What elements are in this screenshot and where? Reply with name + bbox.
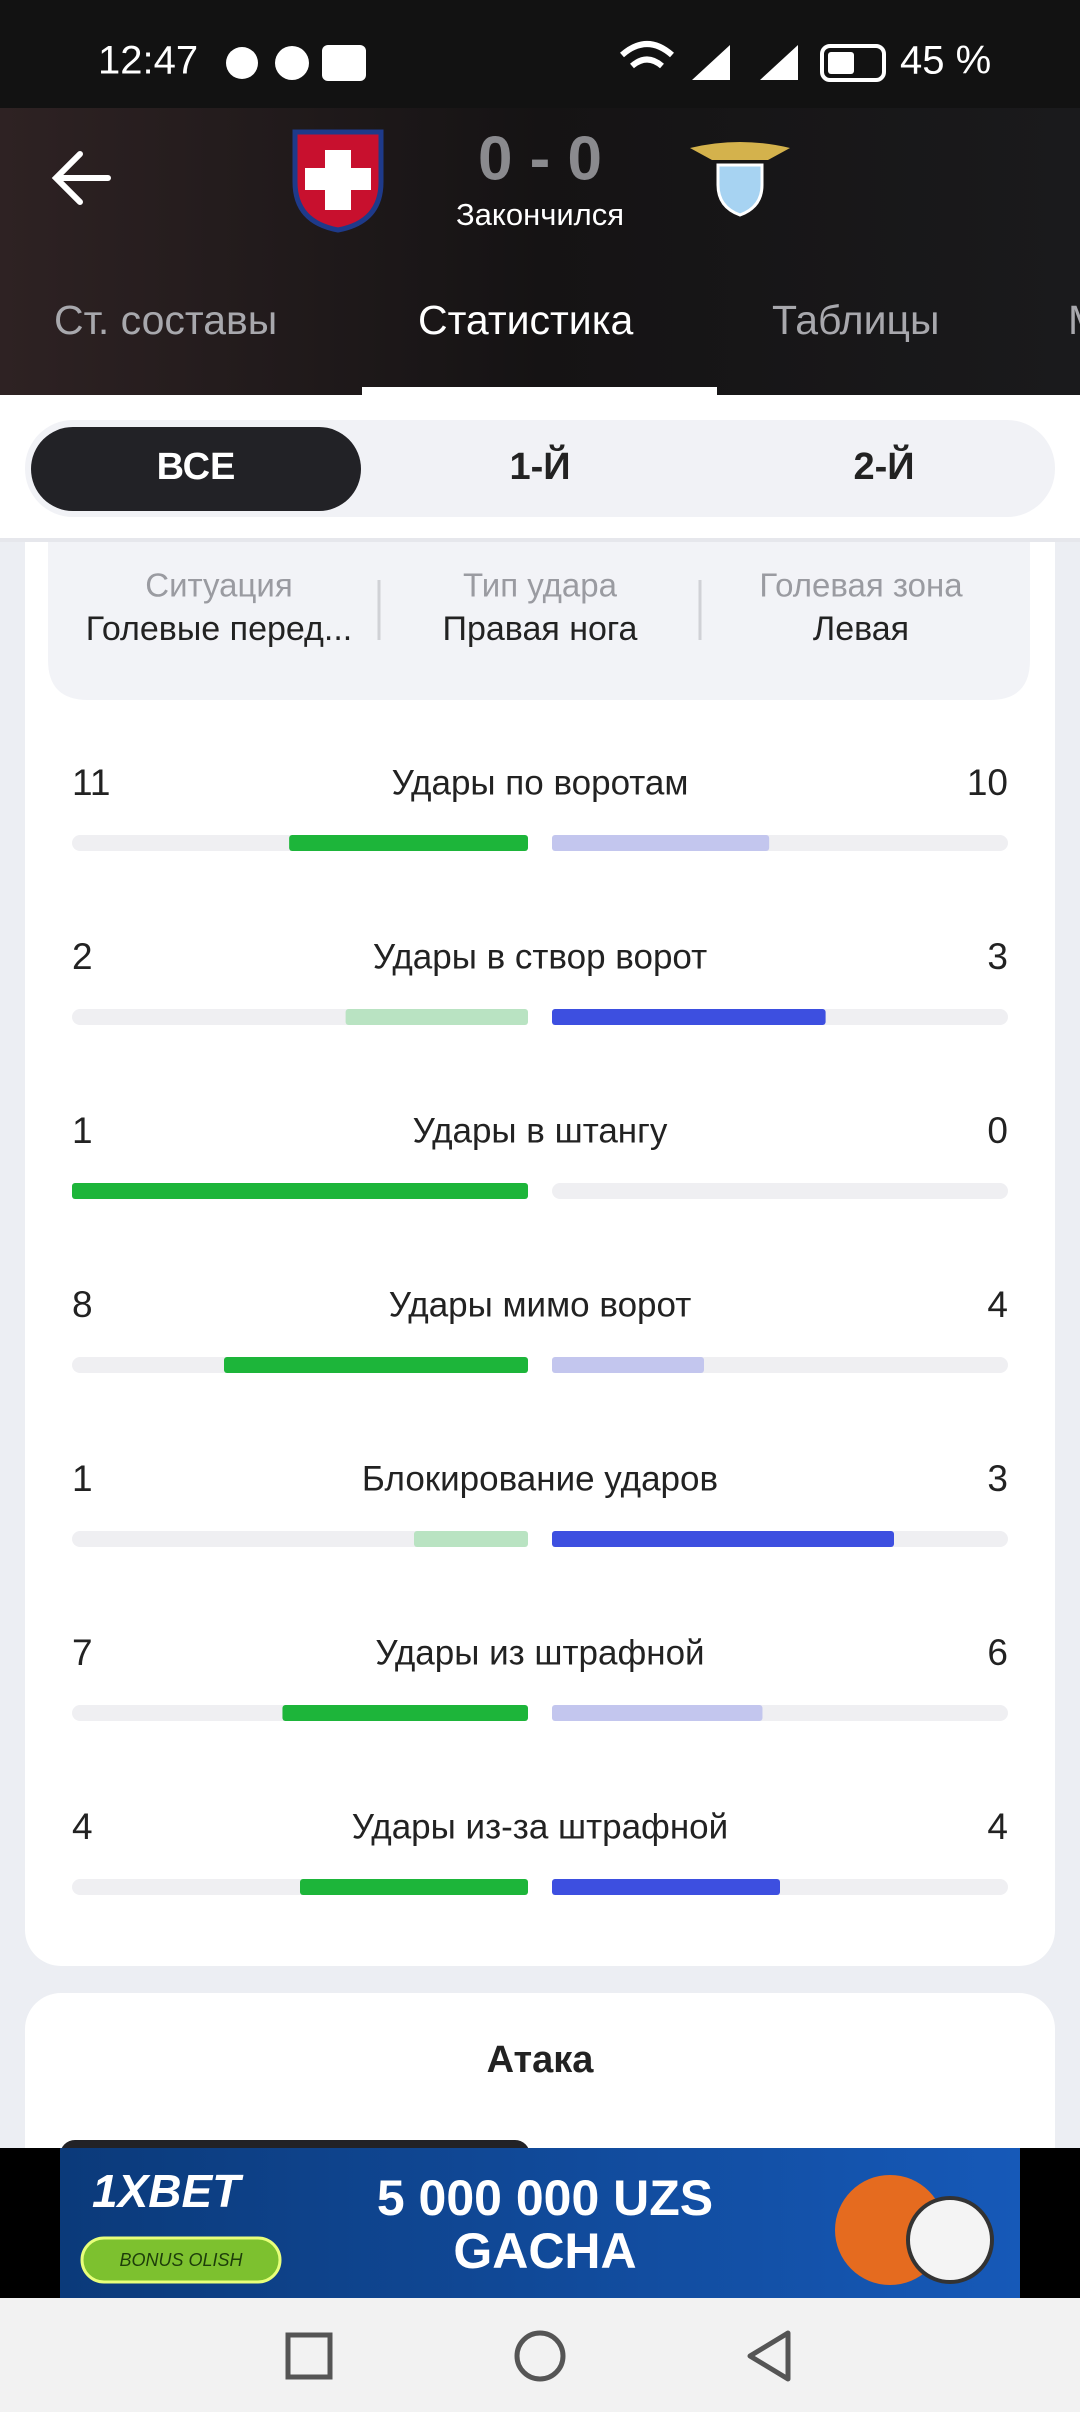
filter-value[interactable]: Голевые перед...: [86, 610, 352, 648]
stat-name: Блокирование ударов: [362, 1459, 718, 1498]
stat-name: Удары в штангу: [413, 1111, 668, 1150]
ad-brand: 1XBET: [92, 2165, 244, 2217]
stat-home: 4: [72, 1806, 93, 1847]
stats-list: 11 Удары по воротам 102 Удары в створ ворот…: [72, 762, 1008, 1895]
tabs: Ст. составы Статистика Таблицы М: [54, 297, 1080, 343]
status-bar: [0, 0, 1080, 108]
stat-name: Удары по воротам: [392, 763, 689, 802]
stat-home: 8: [72, 1284, 93, 1325]
filter-label[interactable]: Голевая зона: [759, 567, 963, 604]
bar-track: [552, 1183, 1008, 1199]
stat-name: Удары из штрафной: [375, 1633, 704, 1672]
tab[interactable]: М: [1068, 297, 1080, 343]
stat-away: 4: [987, 1284, 1008, 1325]
stat-home: 1: [72, 1458, 93, 1499]
home-bar: [282, 1705, 528, 1721]
away-bar: [552, 1879, 780, 1895]
filters: Ситуация Голевые перед... Тип удара Правая …: [86, 567, 963, 648]
tab[interactable]: Таблицы: [772, 297, 939, 343]
divider: [0, 538, 1080, 542]
stat-home: 7: [72, 1632, 93, 1673]
away-bar: [552, 1531, 894, 1547]
home-bar: [414, 1531, 528, 1547]
tab-indicator: [362, 387, 717, 395]
ad-line: 5 000 000 UZS: [377, 2170, 713, 2226]
away-bar: [552, 1357, 704, 1373]
home-bar: [289, 835, 528, 851]
app-icon: [275, 46, 309, 80]
home-bar: [345, 1009, 528, 1025]
app-icon: [322, 45, 366, 81]
filter-value[interactable]: Левая: [813, 610, 909, 648]
nav-bar: [0, 2298, 1080, 2412]
back-button[interactable]: [51, 151, 111, 205]
home-bar: [224, 1357, 528, 1373]
wifi-icon: [620, 41, 674, 69]
signal-icon: [692, 45, 730, 80]
away-logo: [716, 163, 764, 217]
nav-recent[interactable]: [285, 2332, 333, 2380]
battery-text: 45 %: [900, 39, 991, 83]
ad-image: [906, 2196, 994, 2284]
score: 0 - 0: [478, 124, 602, 193]
stat-name: Удары из-за штрафной: [352, 1807, 728, 1846]
section-title: Атака: [487, 2039, 595, 2081]
filter-label[interactable]: Ситуация: [145, 567, 292, 604]
ad-button-text: BONUS OLISH: [119, 2250, 243, 2270]
ad-line: GACHA: [453, 2223, 636, 2279]
away-bar: [552, 1009, 826, 1025]
match-status: Закончился: [456, 197, 624, 232]
stat-home: 1: [72, 1110, 93, 1151]
ad-button[interactable]: [80, 2236, 282, 2284]
tab[interactable]: Ст. составы: [54, 297, 277, 343]
period-active: [31, 427, 361, 511]
stat-home: 11: [72, 762, 110, 803]
signal-icon: [760, 45, 798, 80]
tab[interactable]: Статистика: [418, 297, 634, 343]
period[interactable]: ВСЕ: [157, 446, 236, 488]
stat-home: 2: [72, 936, 93, 977]
nav-back[interactable]: [747, 2330, 791, 2382]
battery-icon: [820, 44, 886, 82]
periods: ВСЕ 1-Й 2-Й: [157, 443, 915, 488]
stat-away: 10: [967, 762, 1008, 803]
clock: 12:47: [98, 39, 198, 83]
stat-away: 3: [987, 936, 1008, 977]
stat-away: 0: [987, 1110, 1008, 1151]
stat-name: Удары в створ ворот: [373, 937, 707, 976]
period[interactable]: 1-Й: [509, 443, 570, 488]
home-bar: [72, 1183, 528, 1199]
stat-away: 3: [987, 1458, 1008, 1499]
filter-value[interactable]: Правая нога: [443, 610, 638, 648]
nav-home[interactable]: [514, 2330, 566, 2382]
stats-card: [25, 395, 1055, 1966]
home-bar: [300, 1879, 528, 1895]
battery-level: [828, 52, 854, 74]
home-logo-cross: [305, 168, 371, 190]
away-bar: [552, 835, 770, 851]
away-logo-wings: [690, 142, 790, 160]
stat-away: 6: [987, 1632, 1008, 1673]
stat-name: Удары мимо ворот: [389, 1285, 691, 1324]
filter-label[interactable]: Тип удара: [463, 567, 618, 604]
period[interactable]: 2-Й: [853, 443, 914, 488]
away-bar: [552, 1705, 763, 1721]
filter-box: [48, 542, 1030, 700]
stat-away: 4: [987, 1806, 1008, 1847]
alarm-icon: [226, 47, 258, 79]
